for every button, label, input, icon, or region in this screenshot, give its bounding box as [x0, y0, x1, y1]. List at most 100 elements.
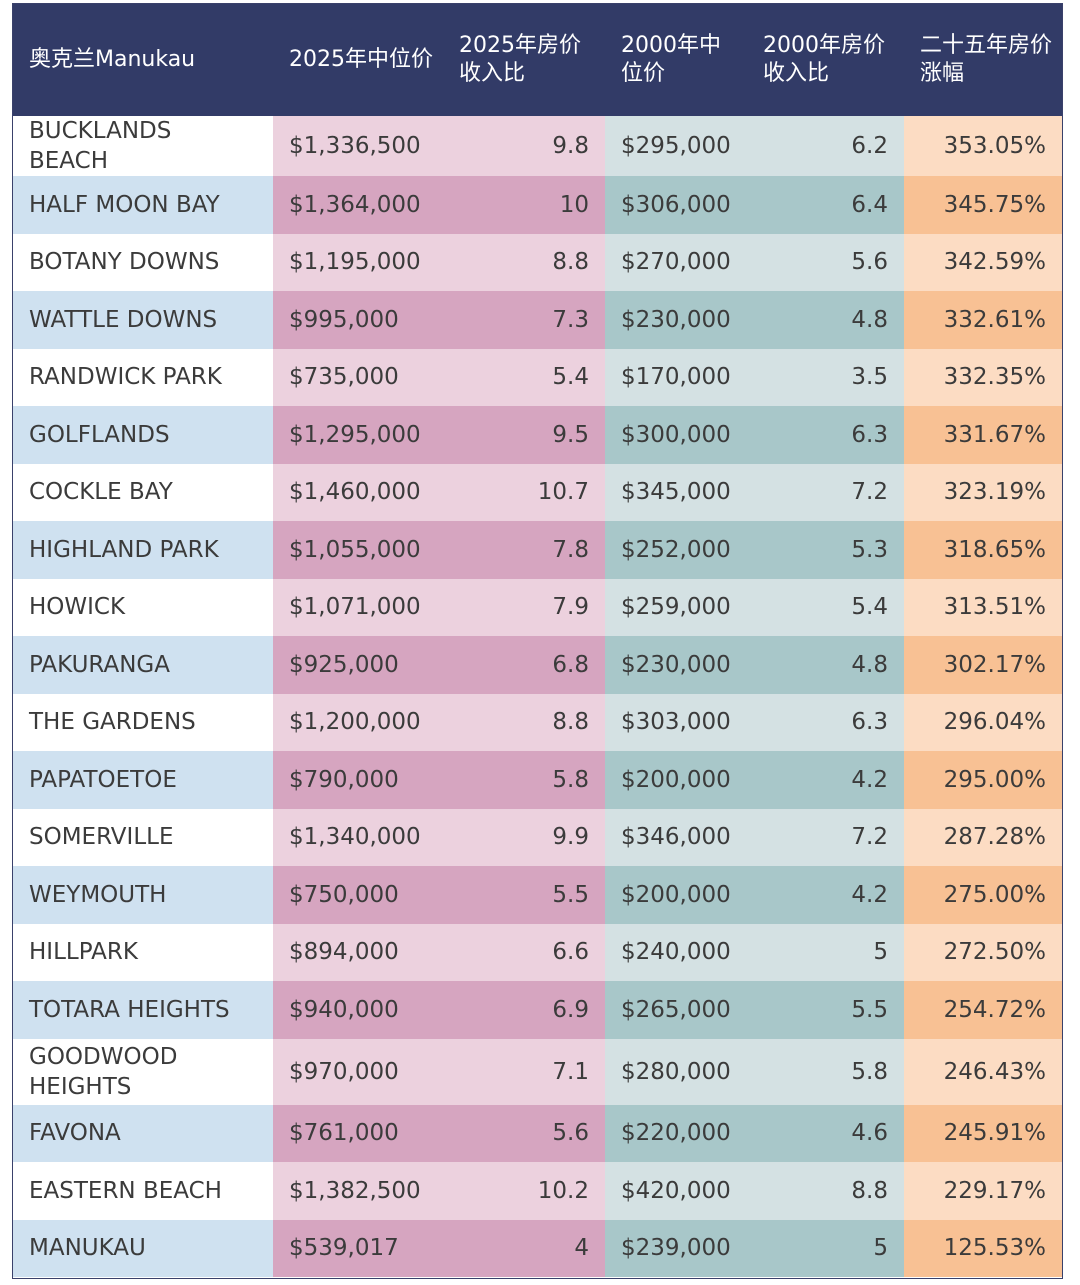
- growth-cell: 125.53%: [904, 1219, 1062, 1277]
- ratio-2025-cell: 9.8: [443, 116, 605, 176]
- ratio-2025-cell: 5.5: [443, 866, 605, 924]
- table-row: COCKLE BAY $1,460,000 10.7 $345,000 7.2 323.1…: [13, 463, 1062, 521]
- suburb-cell: HALF MOON BAY: [13, 176, 273, 234]
- median-2025-cell: $940,000: [273, 981, 443, 1039]
- table-row: GOODWOOD HEIGHTS $970,000 7.1 $280,000 5.8 24…: [13, 1038, 1062, 1105]
- header-median-2000: 2000年中位价: [605, 4, 747, 116]
- suburb-cell: GOLFLANDS: [13, 406, 273, 464]
- growth-cell: 272.50%: [904, 923, 1062, 981]
- median-2025-cell: $790,000: [273, 751, 443, 809]
- growth-cell: 323.19%: [904, 463, 1062, 521]
- median-2000-cell: $240,000: [605, 923, 747, 981]
- median-2000-cell: $239,000: [605, 1219, 747, 1277]
- median-2000-cell: $295,000: [605, 116, 747, 176]
- ratio-2025-cell: 10.7: [443, 463, 605, 521]
- ratio-2025-cell: 9.5: [443, 406, 605, 464]
- table-row: HALF MOON BAY $1,364,000 10 $306,000 6.4 345.…: [13, 176, 1062, 234]
- ratio-2025-cell: 8.8: [443, 233, 605, 291]
- ratio-2000-cell: 5.6: [747, 233, 904, 291]
- growth-cell: 332.61%: [904, 291, 1062, 349]
- table-row: GOLFLANDS $1,295,000 9.5 $300,000 6.3 331.67%: [13, 406, 1062, 464]
- median-2025-cell: $894,000: [273, 923, 443, 981]
- growth-cell: 295.00%: [904, 751, 1062, 809]
- suburb-cell: HILLPARK: [13, 923, 273, 981]
- median-2000-cell: $306,000: [605, 176, 747, 234]
- growth-cell: 345.75%: [904, 176, 1062, 234]
- ratio-2000-cell: 4.8: [747, 291, 904, 349]
- median-2025-cell: $1,295,000: [273, 406, 443, 464]
- suburb-cell: FAVONA: [13, 1104, 273, 1162]
- suburb-cell: HOWICK: [13, 578, 273, 636]
- ratio-2025-cell: 10.2: [443, 1162, 605, 1220]
- ratio-2000-cell: 5.8: [747, 1038, 904, 1105]
- ratio-2000-cell: 5: [747, 1219, 904, 1277]
- suburb-cell: SOMERVILLE: [13, 808, 273, 866]
- median-2000-cell: $200,000: [605, 751, 747, 809]
- ratio-2000-cell: 3.5: [747, 348, 904, 406]
- table-row: EASTERN BEACH $1,382,500 10.2 $420,000 8.8 22…: [13, 1162, 1062, 1220]
- suburb-cell: TOTARA HEIGHTS: [13, 981, 273, 1039]
- housing-price-table-frame: 奥克兰Manukau 2025年中位价 2025年房价收入比 2000年中位价 …: [12, 3, 1063, 1279]
- growth-cell: 254.72%: [904, 981, 1062, 1039]
- median-2025-cell: $1,071,000: [273, 578, 443, 636]
- median-2000-cell: $220,000: [605, 1104, 747, 1162]
- ratio-2000-cell: 7.2: [747, 808, 904, 866]
- ratio-2000-cell: 5.3: [747, 521, 904, 579]
- ratio-2000-cell: 6.3: [747, 406, 904, 464]
- growth-cell: 245.91%: [904, 1104, 1062, 1162]
- growth-cell: 331.67%: [904, 406, 1062, 464]
- median-2000-cell: $420,000: [605, 1162, 747, 1220]
- table-header-row: 奥克兰Manukau 2025年中位价 2025年房价收入比 2000年中位价 …: [13, 4, 1062, 116]
- ratio-2000-cell: 4.6: [747, 1104, 904, 1162]
- growth-cell: 318.65%: [904, 521, 1062, 579]
- ratio-2000-cell: 7.2: [747, 463, 904, 521]
- median-2025-cell: $995,000: [273, 291, 443, 349]
- median-2000-cell: $252,000: [605, 521, 747, 579]
- growth-cell: 332.35%: [904, 348, 1062, 406]
- median-2025-cell: $750,000: [273, 866, 443, 924]
- median-2025-cell: $761,000: [273, 1104, 443, 1162]
- header-ratio-2000: 2000年房价收入比: [747, 4, 904, 116]
- growth-cell: 246.43%: [904, 1038, 1062, 1105]
- suburb-cell: COCKLE BAY: [13, 463, 273, 521]
- table-row: WATTLE DOWNS $995,000 7.3 $230,000 4.8 332.61…: [13, 291, 1062, 349]
- header-median-2025: 2025年中位价: [273, 4, 443, 116]
- table-row: SOMERVILLE $1,340,000 9.9 $346,000 7.2 287.28…: [13, 808, 1062, 866]
- median-2000-cell: $345,000: [605, 463, 747, 521]
- table-row: MANUKAU $539,017 4 $239,000 5 125.53%: [13, 1219, 1062, 1277]
- ratio-2025-cell: 6.9: [443, 981, 605, 1039]
- header-ratio-2025: 2025年房价收入比: [443, 4, 605, 116]
- table-body: BUCKLANDS BEACH $1,336,500 9.8 $295,000 6.2 3…: [13, 116, 1062, 1277]
- ratio-2025-cell: 6.8: [443, 636, 605, 694]
- median-2025-cell: $539,017: [273, 1219, 443, 1277]
- ratio-2025-cell: 9.9: [443, 808, 605, 866]
- median-2025-cell: $1,195,000: [273, 233, 443, 291]
- table-row: BOTANY DOWNS $1,195,000 8.8 $270,000 5.6 342.…: [13, 233, 1062, 291]
- median-2025-cell: $1,340,000: [273, 808, 443, 866]
- ratio-2025-cell: 7.8: [443, 521, 605, 579]
- table-row: PAPATOETOE $790,000 5.8 $200,000 4.2 295.00%: [13, 751, 1062, 809]
- ratio-2025-cell: 10: [443, 176, 605, 234]
- ratio-2025-cell: 5.6: [443, 1104, 605, 1162]
- median-2000-cell: $170,000: [605, 348, 747, 406]
- suburb-cell: EASTERN BEACH: [13, 1162, 273, 1220]
- median-2000-cell: $200,000: [605, 866, 747, 924]
- housing-price-table: 奥克兰Manukau 2025年中位价 2025年房价收入比 2000年中位价 …: [13, 4, 1062, 1277]
- table-row: HOWICK $1,071,000 7.9 $259,000 5.4 313.51%: [13, 578, 1062, 636]
- ratio-2025-cell: 5.4: [443, 348, 605, 406]
- table-row: HIGHLAND PARK $1,055,000 7.8 $252,000 5.3 318…: [13, 521, 1062, 579]
- median-2000-cell: $280,000: [605, 1038, 747, 1105]
- growth-cell: 296.04%: [904, 693, 1062, 751]
- ratio-2000-cell: 4.2: [747, 866, 904, 924]
- median-2025-cell: $1,364,000: [273, 176, 443, 234]
- table-row: TOTARA HEIGHTS $940,000 6.9 $265,000 5.5 254.…: [13, 981, 1062, 1039]
- table-row: PAKURANGA $925,000 6.8 $230,000 4.8 302.17%: [13, 636, 1062, 694]
- table-row: RANDWICK PARK $735,000 5.4 $170,000 3.5 332.3…: [13, 348, 1062, 406]
- growth-cell: 275.00%: [904, 866, 1062, 924]
- median-2025-cell: $1,200,000: [273, 693, 443, 751]
- suburb-cell: MANUKAU: [13, 1219, 273, 1277]
- growth-cell: 302.17%: [904, 636, 1062, 694]
- growth-cell: 287.28%: [904, 808, 1062, 866]
- header-growth-25yr: 二十五年房价涨幅: [904, 4, 1062, 116]
- median-2000-cell: $259,000: [605, 578, 747, 636]
